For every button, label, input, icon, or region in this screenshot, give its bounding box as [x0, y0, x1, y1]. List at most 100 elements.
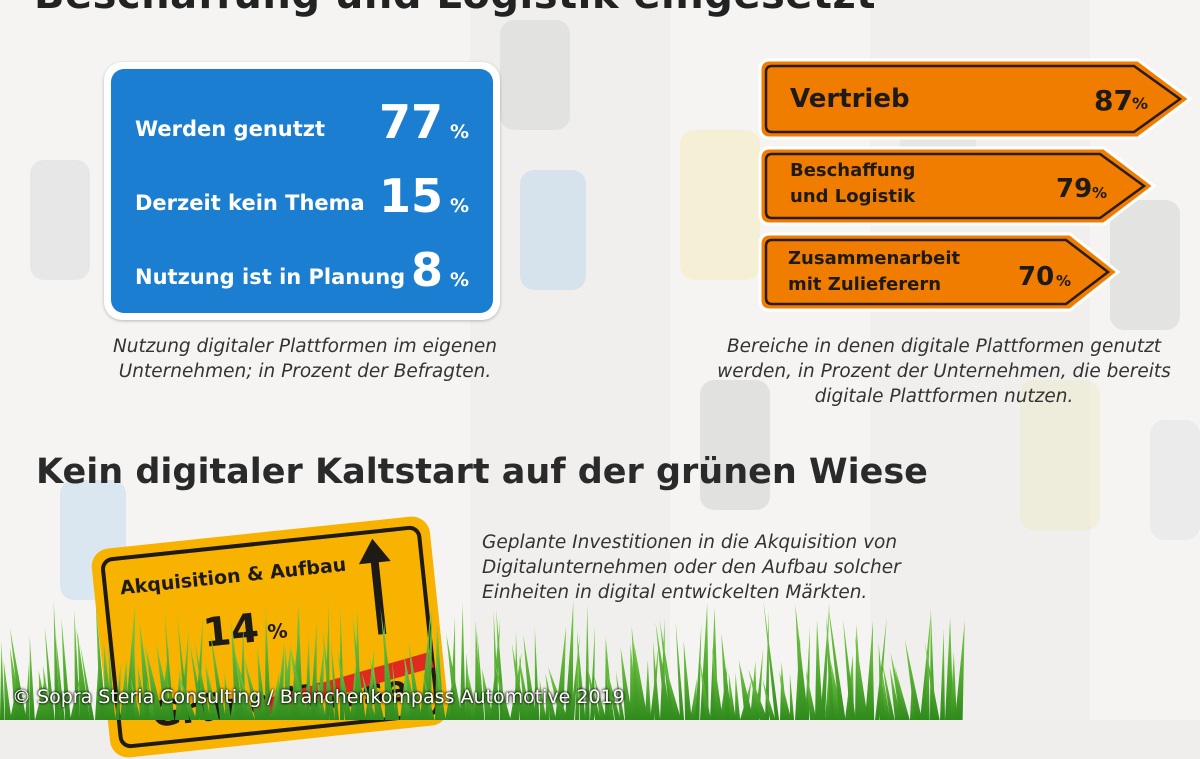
grass-blade	[0, 640, 5, 720]
grass-blade	[482, 668, 494, 720]
grass-blade	[115, 661, 121, 720]
area-value: 70	[1018, 262, 1055, 292]
grass-blade	[53, 601, 61, 720]
grass-blade	[779, 670, 792, 720]
grass-blade	[735, 672, 741, 720]
grass-blade	[606, 672, 615, 720]
grass-blade	[61, 618, 71, 720]
usage-row-label: Werden genutzt	[135, 117, 326, 141]
grass-blade	[570, 634, 580, 720]
grass-blade	[695, 623, 702, 720]
usage-caption-line: Nutzung digitaler Plattformen im eigenen	[112, 336, 498, 357]
grass-blade	[322, 625, 336, 720]
usage-sign-panel: Werden genutzt 77 % Derzeit kein Thema 1…	[111, 69, 493, 313]
usage-sign: Werden genutzt 77 % Derzeit kein Thema 1…	[104, 62, 500, 320]
investment-caption-line: Einheiten in digital entwickelten Märkte…	[482, 582, 868, 603]
grass-blade	[805, 669, 817, 720]
grass-blade	[361, 673, 377, 720]
grass-blade	[145, 644, 164, 720]
grass-blade	[380, 607, 397, 720]
grass-blade	[275, 640, 285, 720]
area-arrow-beschaffung: Beschaffung und Logistik 79 %	[758, 146, 1158, 226]
grass-blade	[700, 602, 709, 720]
grass-blade	[904, 639, 923, 720]
grass-blade	[575, 655, 580, 720]
area-value: 79	[1056, 174, 1093, 204]
grass-blade	[843, 619, 856, 720]
grass-blade	[728, 672, 736, 720]
grass-blade	[700, 661, 711, 720]
usage-row-unit: %	[449, 121, 469, 143]
grass-blade	[206, 669, 220, 720]
grass-blade	[130, 620, 137, 720]
grass-blade	[763, 600, 780, 720]
grass-blade	[894, 665, 910, 720]
grass-blade	[925, 639, 930, 720]
grass-blade	[423, 673, 435, 720]
page-title: Beschaffung und Logistik eingesetzt	[34, 0, 876, 18]
grass-blade	[80, 643, 95, 720]
grass-illustration	[0, 600, 965, 720]
area-label: Beschaffung	[790, 160, 916, 181]
grass-blade	[548, 666, 569, 720]
grass-blade	[420, 609, 431, 720]
grass-blade	[164, 608, 175, 720]
grass-blade	[576, 629, 586, 720]
grass-blade	[194, 640, 211, 720]
grass-blade	[585, 660, 601, 720]
area-label: mit Zulieferern	[788, 274, 942, 295]
town-sign: Akquisition & Aufbau 14 % Grüne Wiese	[89, 514, 451, 759]
grass-blade	[950, 651, 957, 720]
grass-blade	[655, 621, 672, 720]
grass-blade	[762, 678, 776, 720]
grass-blade	[634, 642, 648, 720]
grass-blade	[534, 627, 540, 720]
grass-blade	[539, 679, 547, 720]
grass-blade	[76, 627, 91, 720]
grass-blade	[180, 627, 189, 720]
grass-blade	[368, 653, 385, 720]
usage-row-value: 8	[410, 243, 443, 297]
usage-row: Nutzung ist in Planung 8 %	[135, 239, 469, 299]
section-heading: Kein digitaler Kaltstart auf der grünen …	[36, 452, 928, 492]
grass-blade	[738, 660, 754, 720]
grass-blade	[352, 613, 366, 720]
grass-blade	[605, 637, 614, 720]
grass-blade	[108, 643, 116, 720]
grass-blade	[305, 635, 311, 720]
grass-blade	[712, 646, 723, 720]
arrow-up-icon	[358, 538, 391, 635]
grass-blade	[565, 600, 574, 720]
grass-blade	[316, 675, 327, 720]
areas-caption-line: digitale Plattformen nutzen.	[814, 386, 1074, 407]
grass-blade	[446, 633, 463, 720]
investment-caption-line: Digitalunternehmen oder den Aufbau solch…	[482, 557, 901, 578]
grass-blade	[493, 610, 500, 720]
grass-blade	[189, 640, 206, 720]
grass-blade	[210, 630, 227, 720]
grass-blade	[494, 660, 511, 720]
grass-blade	[130, 678, 141, 720]
grass-blade	[29, 635, 35, 720]
grass-blade	[392, 662, 400, 720]
grass-blade	[511, 642, 527, 720]
grass-blade	[175, 667, 183, 720]
grass-blade	[310, 619, 317, 720]
grass-blade	[9, 627, 27, 720]
grass-blade	[881, 660, 895, 720]
grass-blade	[55, 636, 65, 720]
grass-blade	[330, 637, 340, 720]
grass-blade	[870, 625, 875, 720]
grass-blade	[663, 657, 682, 720]
grass-blade	[675, 622, 685, 720]
area-unit: %	[1092, 184, 1108, 202]
arrow-sign-shape	[758, 146, 1157, 226]
grass-blade	[257, 644, 267, 720]
grass-blade	[178, 673, 197, 720]
grass-blade	[545, 672, 557, 720]
grass-blade	[284, 646, 293, 720]
grass-blade	[585, 604, 590, 720]
grass-blade	[855, 635, 869, 720]
usage-row-value: 77	[378, 95, 443, 149]
arrow-sign-shape	[758, 232, 1121, 312]
